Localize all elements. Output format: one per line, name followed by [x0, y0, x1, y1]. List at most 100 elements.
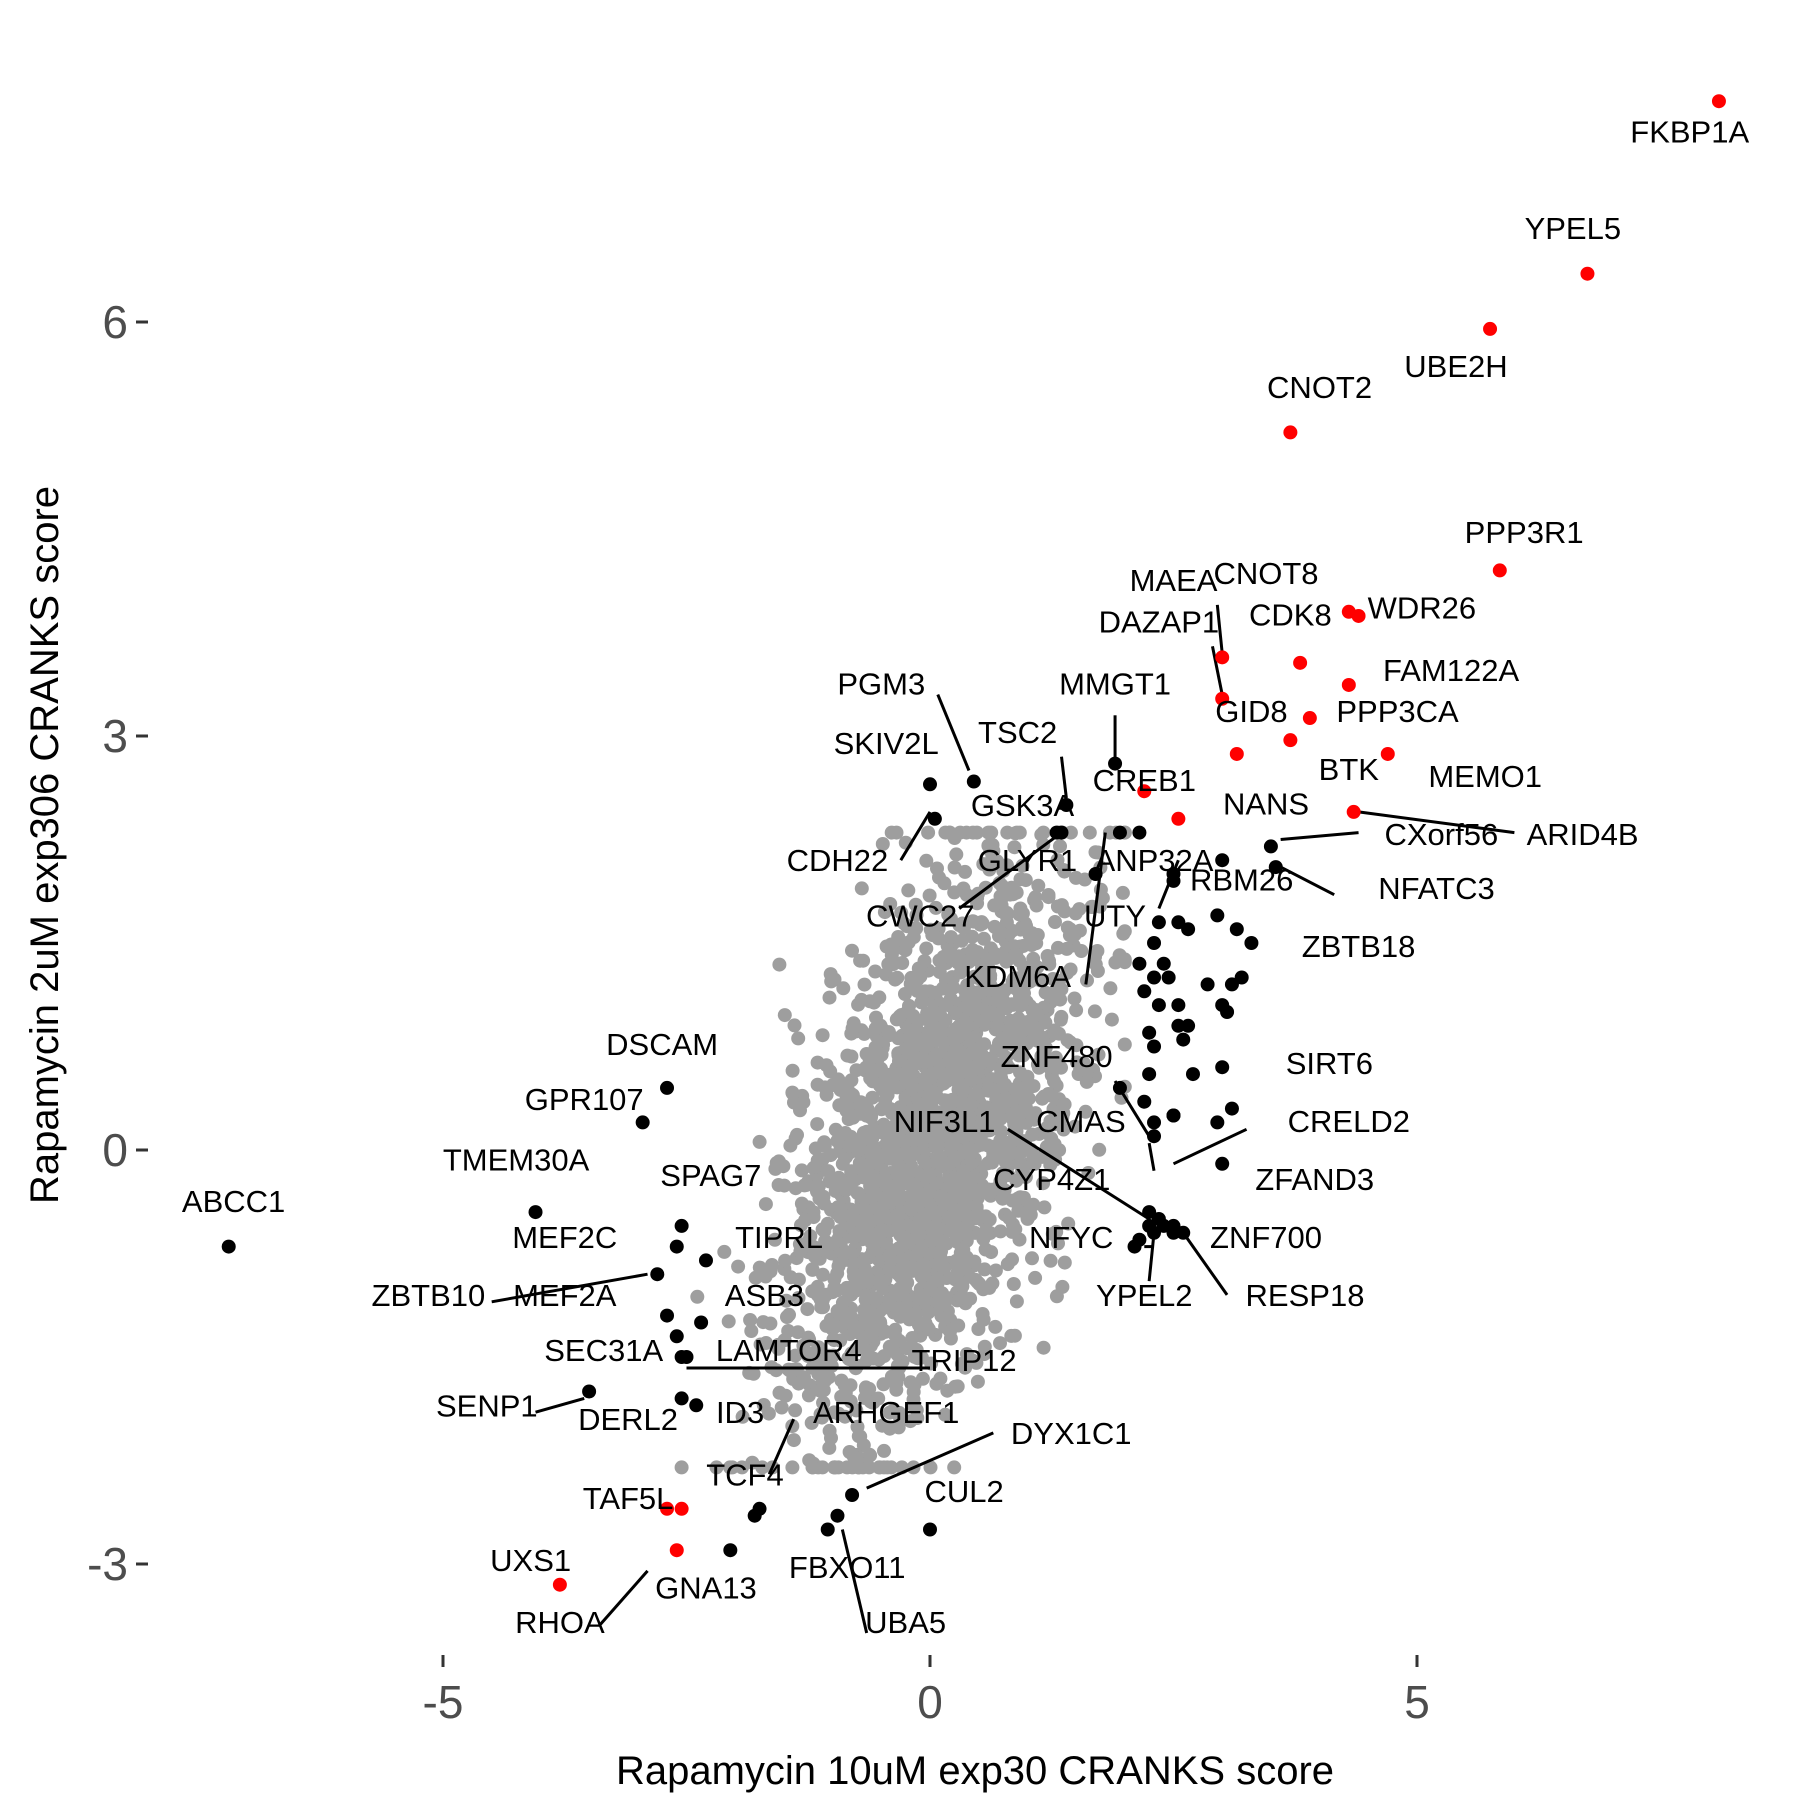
- background-point: [902, 1308, 916, 1323]
- background-point: [1016, 960, 1031, 975]
- background-point: [765, 1258, 779, 1272]
- background-point: [1057, 1255, 1072, 1270]
- background-point: [943, 1059, 957, 1074]
- gene-point: [1283, 733, 1298, 748]
- gene-point: [1351, 608, 1366, 623]
- background-point: [886, 1189, 901, 1204]
- background-point: [898, 1135, 913, 1150]
- background-point: [1050, 853, 1065, 868]
- background-point: [877, 1171, 892, 1186]
- background-point: [955, 916, 970, 931]
- background-point: [778, 1388, 793, 1403]
- background-point: [1016, 1190, 1031, 1205]
- background-point: [922, 1167, 937, 1182]
- leader-line: [1147, 1142, 1156, 1171]
- background-point: [815, 1267, 830, 1282]
- background-point: [995, 949, 1010, 964]
- gene-label: RESP18: [1246, 1278, 1365, 1313]
- background-point: [960, 1184, 975, 1199]
- hit-point: [1147, 1129, 1162, 1144]
- y-tick-label: 3: [102, 710, 128, 762]
- background-point: [847, 1269, 861, 1284]
- background-point: [844, 1246, 859, 1260]
- background-point: [849, 1403, 864, 1418]
- background-point: [1067, 991, 1082, 1006]
- background-point: [993, 1336, 1007, 1351]
- gene-point: [635, 1115, 650, 1130]
- background-point: [1117, 955, 1132, 970]
- background-point: [803, 1229, 818, 1244]
- background-point: [787, 1018, 802, 1033]
- background-point: [905, 1263, 920, 1278]
- gene-label: ASB3: [725, 1278, 804, 1313]
- gene-label: CDH22: [787, 843, 889, 878]
- background-point: [735, 1460, 749, 1475]
- background-point: [877, 1300, 892, 1315]
- background-point: [949, 1021, 963, 1036]
- background-point: [1008, 1222, 1023, 1237]
- background-point: [788, 1181, 803, 1196]
- gene-point: [1234, 970, 1249, 985]
- background-point: [970, 1374, 985, 1389]
- background-point: [857, 977, 872, 992]
- background-point: [921, 1071, 936, 1086]
- background-point: [925, 1119, 940, 1133]
- background-point: [1079, 1074, 1094, 1089]
- background-point: [783, 1138, 798, 1153]
- gene-point: [1215, 691, 1230, 706]
- background-point: [791, 1031, 806, 1046]
- background-point: [875, 837, 890, 851]
- background-point: [1069, 1003, 1084, 1018]
- background-point: [777, 1008, 792, 1023]
- background-point: [889, 825, 904, 840]
- background-point: [1003, 887, 1018, 902]
- gene-label: TAF5L: [583, 1481, 674, 1516]
- background-point: [960, 978, 975, 993]
- background-point: [921, 1305, 936, 1320]
- background-point: [983, 1052, 998, 1067]
- background-point: [917, 1293, 932, 1308]
- background-point: [838, 1409, 852, 1424]
- background-point: [845, 1088, 860, 1103]
- background-point: [827, 1405, 842, 1420]
- gene-point: [582, 1384, 597, 1399]
- gene-label: ZNF700: [1210, 1220, 1322, 1255]
- background-point: [849, 1063, 864, 1078]
- background-point: [993, 1111, 1008, 1126]
- background-point: [979, 1223, 994, 1238]
- background-point: [942, 825, 957, 840]
- gene-point: [1492, 563, 1507, 578]
- background-point: [833, 1082, 848, 1097]
- background-point: [947, 1460, 962, 1475]
- hit-point: [1156, 956, 1171, 971]
- gene-point: [1229, 746, 1244, 761]
- gene-label: DYX1C1: [1011, 1416, 1132, 1451]
- background-point: [912, 1102, 927, 1116]
- background-point: [987, 898, 1002, 913]
- gene-label: TSC2: [978, 715, 1057, 750]
- gene-point: [1380, 746, 1395, 761]
- gene-point: [1580, 266, 1595, 281]
- background-point: [844, 1164, 859, 1179]
- gene-label: UXS1: [490, 1543, 571, 1578]
- gene-label: UBE2H: [1404, 349, 1507, 384]
- gene-label: CMAS: [1036, 1104, 1126, 1139]
- background-point: [902, 1219, 917, 1234]
- background-point: [978, 968, 993, 983]
- background-point: [1012, 825, 1027, 840]
- gene-label: SKIV2L: [834, 726, 939, 761]
- background-point: [1103, 981, 1118, 996]
- background-point: [947, 1006, 962, 1021]
- gene-point: [1283, 425, 1298, 440]
- background-point: [1020, 1211, 1035, 1226]
- background-point: [771, 1178, 786, 1192]
- background-point: [981, 825, 996, 840]
- background-point: [903, 1068, 918, 1082]
- gene-label: TIPRL: [735, 1220, 823, 1255]
- background-point: [785, 1063, 800, 1078]
- gene-label: PPP3R1: [1465, 515, 1584, 550]
- gene-label: YPEL5: [1525, 211, 1622, 246]
- background-point: [864, 1190, 879, 1205]
- background-point: [862, 1166, 877, 1181]
- background-point: [907, 1377, 922, 1392]
